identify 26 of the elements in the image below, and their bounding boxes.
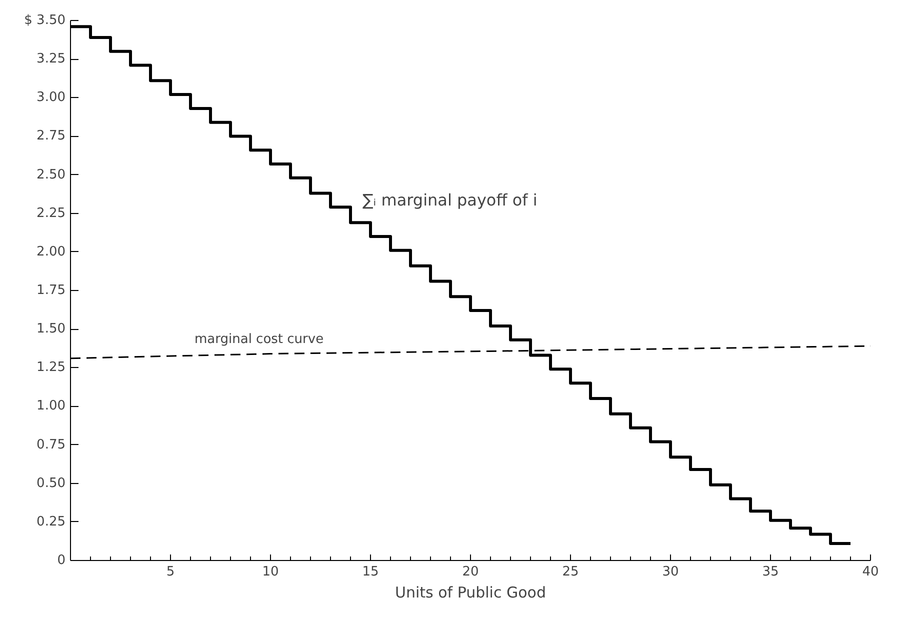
y-tick-label: 3.00: [36, 90, 66, 106]
y-tick-label: 0.25: [36, 514, 66, 530]
annotation: ∑ᵢ marginal payoff of i: [362, 190, 538, 210]
x-axis-title: Units of Public Good: [395, 584, 546, 602]
y-tick-label: 0: [57, 553, 66, 568]
y-tick-label: 1.75: [36, 283, 66, 298]
annotation: marginal cost curve: [194, 332, 324, 348]
x-tick-label: 15: [362, 564, 379, 580]
y-tick-label: 3.25: [36, 52, 66, 67]
y-tick-label: 1.00: [36, 398, 66, 414]
y-tick-label: 2.75: [36, 128, 66, 144]
x-tick-label: 30: [662, 564, 679, 580]
y-tick-label: 2.50: [36, 167, 66, 182]
y-tick-label: 2.25: [36, 206, 66, 221]
y-tick-label: 0.75: [36, 437, 66, 452]
y-tick-label: $ 3.50: [24, 13, 66, 28]
x-tick-label: 20: [462, 564, 479, 580]
y-tick-label: 2.00: [36, 244, 66, 260]
x-tick-label: 10: [262, 564, 279, 580]
x-tick-label: 5: [166, 564, 175, 580]
x-tick-label: 40: [862, 564, 879, 580]
y-tick-label: 0.50: [36, 476, 66, 491]
x-tick-label: 35: [762, 564, 779, 580]
y-tick-label: 1.25: [36, 360, 66, 376]
y-tick-label: 1.50: [36, 322, 66, 337]
x-tick-label: 25: [562, 564, 579, 580]
